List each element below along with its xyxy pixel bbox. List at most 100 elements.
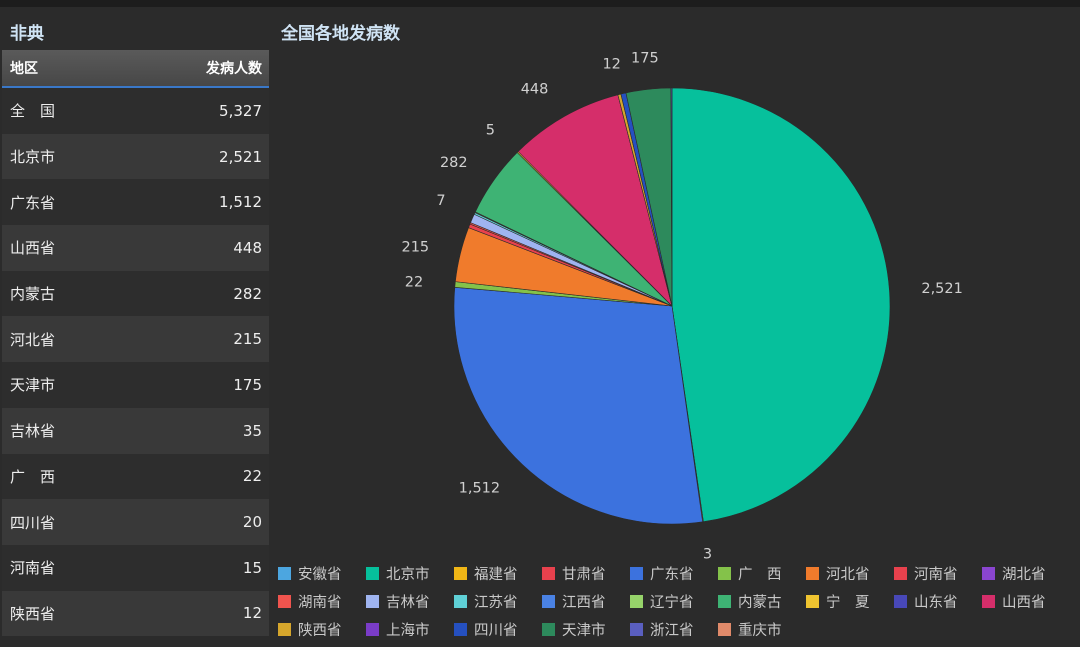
table-header: 地区 发病人数 bbox=[2, 50, 269, 88]
legend-label: 甘肃省 bbox=[562, 567, 606, 583]
legend-item[interactable]: 湖南省 bbox=[278, 591, 342, 612]
row-cases: 22 bbox=[242, 467, 262, 486]
row-region: 天津市 bbox=[10, 376, 56, 395]
legend-label: 内蒙古 bbox=[738, 595, 782, 611]
pie-slice[interactable] bbox=[517, 94, 673, 307]
row-region: 山西省 bbox=[10, 239, 56, 258]
legend-item[interactable]: 福建省 bbox=[454, 563, 518, 584]
row-cases: 5,327 bbox=[219, 101, 262, 120]
legend-swatch bbox=[454, 595, 467, 608]
legend-swatch bbox=[718, 567, 731, 580]
row-cases: 12 bbox=[242, 604, 262, 623]
legend-item[interactable]: 河北省 bbox=[806, 563, 870, 584]
table-row: 吉林省 35 bbox=[2, 407, 269, 454]
legend-swatch bbox=[366, 567, 379, 580]
table-row: 山西省 448 bbox=[2, 225, 269, 271]
legend-item[interactable]: 上海市 bbox=[366, 619, 430, 640]
legend-swatch bbox=[542, 623, 555, 636]
slice-label: 22 bbox=[405, 274, 423, 290]
legend-item[interactable]: 甘肃省 bbox=[542, 563, 606, 584]
slice-label: 2,521 bbox=[921, 281, 963, 297]
slice-label: 448 bbox=[521, 82, 549, 98]
legend-swatch bbox=[630, 567, 643, 580]
legend-label: 山西省 bbox=[1002, 595, 1046, 611]
row-cases: 20 bbox=[242, 513, 262, 532]
table-row: 河北省 215 bbox=[2, 316, 269, 363]
legend-item[interactable]: 山西省 bbox=[982, 591, 1046, 612]
top-bar bbox=[0, 0, 1080, 7]
chart-title: 全国各地发病数 bbox=[281, 24, 400, 44]
header-cases: 发病人数 bbox=[206, 61, 262, 77]
slice-label: 12 bbox=[602, 56, 620, 72]
slice-label: 5 bbox=[486, 122, 495, 138]
legend-item[interactable]: 内蒙古 bbox=[718, 591, 782, 612]
row-cases: 282 bbox=[233, 284, 262, 303]
legend-swatch bbox=[366, 623, 379, 636]
legend-item[interactable]: 广东省 bbox=[630, 563, 694, 584]
legend-label: 陕西省 bbox=[298, 623, 342, 639]
row-region: 全 国 bbox=[10, 102, 56, 121]
legend-item[interactable]: 浙江省 bbox=[630, 619, 694, 640]
row-cases: 2,521 bbox=[219, 147, 262, 166]
table-row: 陕西省 12 bbox=[2, 590, 269, 637]
legend-label: 北京市 bbox=[386, 567, 430, 583]
legend-label: 湖北省 bbox=[1002, 567, 1046, 583]
pie-slice[interactable] bbox=[670, 87, 673, 307]
table-row: 河南省 15 bbox=[2, 544, 269, 591]
legend-item[interactable]: 北京市 bbox=[366, 563, 430, 584]
row-region: 广 西 bbox=[10, 467, 56, 486]
legend-swatch bbox=[366, 595, 379, 608]
row-region: 河南省 bbox=[10, 559, 56, 578]
legend-item[interactable]: 河南省 bbox=[894, 563, 958, 584]
legend-item[interactable]: 天津市 bbox=[542, 619, 606, 640]
row-region: 北京市 bbox=[10, 148, 56, 167]
pie-slice[interactable] bbox=[671, 87, 891, 523]
legend-label: 宁 夏 bbox=[826, 595, 870, 611]
table-row: 北京市 2,521 bbox=[2, 133, 269, 180]
legend-label: 安徽省 bbox=[298, 567, 342, 583]
row-region: 四川省 bbox=[10, 513, 56, 532]
legend-label: 山东省 bbox=[914, 595, 958, 611]
legend-swatch bbox=[454, 567, 467, 580]
legend-item[interactable]: 江西省 bbox=[542, 591, 606, 612]
legend-item[interactable]: 山东省 bbox=[894, 591, 958, 612]
legend-label: 广 西 bbox=[738, 567, 782, 583]
row-cases: 15 bbox=[242, 558, 262, 577]
table-row: 四川省 20 bbox=[2, 499, 269, 545]
legend-swatch bbox=[278, 595, 291, 608]
legend-swatch bbox=[542, 595, 555, 608]
panel-title: 非典 bbox=[10, 24, 44, 44]
legend-label: 重庆市 bbox=[738, 623, 782, 639]
legend-label: 河南省 bbox=[914, 567, 958, 583]
legend-item[interactable]: 广 西 bbox=[718, 563, 782, 584]
legend-label: 四川省 bbox=[474, 623, 518, 639]
legend-label: 辽宁省 bbox=[650, 595, 694, 611]
row-region: 陕西省 bbox=[10, 604, 56, 623]
legend-item[interactable]: 辽宁省 bbox=[630, 591, 694, 612]
legend-swatch bbox=[806, 567, 819, 580]
pie-slice[interactable] bbox=[453, 286, 703, 525]
legend-label: 吉林省 bbox=[386, 595, 430, 611]
legend-label: 江苏省 bbox=[474, 595, 518, 611]
row-cases: 35 bbox=[242, 421, 262, 440]
cases-table: 地区 发病人数 全 国 5,327 北京市 2,521 广东省 1,512 山西省 448 内蒙… bbox=[2, 50, 269, 637]
legend-item[interactable]: 陕西省 bbox=[278, 619, 342, 640]
legend-swatch bbox=[630, 623, 643, 636]
slice-label: 3 bbox=[703, 546, 712, 562]
legend-item[interactable]: 重庆市 bbox=[718, 619, 782, 640]
table-row: 内蒙古 282 bbox=[2, 270, 269, 317]
legend-item[interactable]: 宁 夏 bbox=[806, 591, 870, 612]
legend-item[interactable]: 江苏省 bbox=[454, 591, 518, 612]
legend-swatch bbox=[278, 567, 291, 580]
legend-label: 浙江省 bbox=[650, 623, 694, 639]
legend-swatch bbox=[982, 595, 995, 608]
row-region: 广东省 bbox=[10, 193, 56, 212]
table-row: 广东省 1,512 bbox=[2, 179, 269, 226]
legend-item[interactable]: 安徽省 bbox=[278, 563, 342, 584]
row-cases: 1,512 bbox=[219, 193, 262, 212]
legend-item[interactable]: 吉林省 bbox=[366, 591, 430, 612]
table-row: 天津市 175 bbox=[2, 362, 269, 408]
legend-item[interactable]: 四川省 bbox=[454, 619, 518, 640]
legend-item[interactable]: 湖北省 bbox=[982, 563, 1046, 584]
legend-label: 天津市 bbox=[562, 623, 606, 639]
